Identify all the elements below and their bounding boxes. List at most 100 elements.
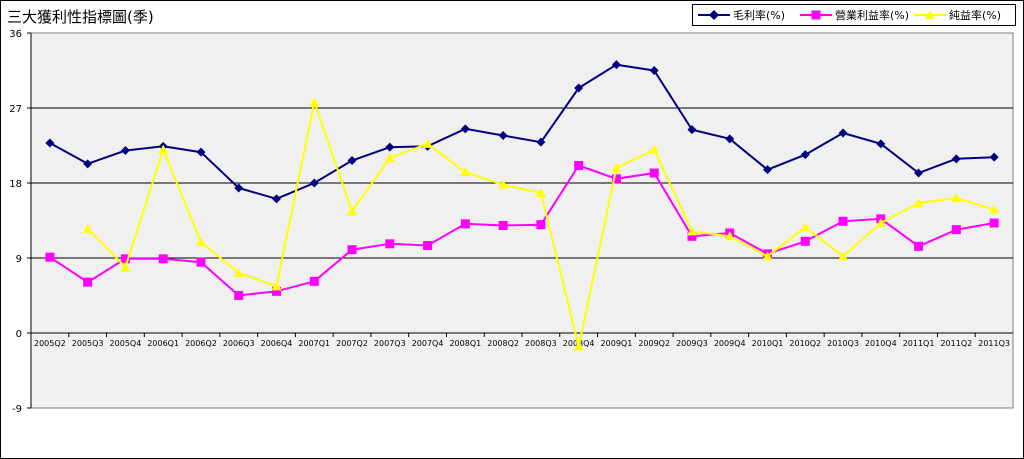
data-point-triangle	[82, 223, 93, 233]
data-point-triangle	[989, 204, 1000, 214]
y-tick-label: 18	[9, 179, 22, 190]
x-tick-label: 2005Q2	[34, 339, 66, 348]
data-point-triangle	[422, 138, 433, 148]
data-point-diamond	[234, 183, 244, 193]
x-tick-label: 2009Q2	[638, 339, 670, 348]
data-point-diamond	[574, 83, 584, 93]
series-line-2	[49, 164, 995, 297]
legend-item-gross-margin: 毛利率(%)	[697, 5, 785, 25]
y-tick-label: 36	[9, 29, 22, 40]
data-point-diamond	[763, 165, 772, 175]
data-point-square	[423, 241, 433, 250]
y-tick-label: -9	[12, 404, 22, 415]
data-point-triangle	[120, 262, 131, 272]
data-point-diamond	[800, 150, 810, 160]
x-tick-label: 2011Q2	[940, 339, 972, 348]
x-tick-label: 2007Q1	[298, 339, 330, 348]
x-tick-label: 2006Q3	[223, 339, 255, 348]
data-point-square	[536, 220, 546, 230]
data-point-square	[687, 231, 697, 241]
x-tick-label: 2005Q4	[110, 339, 142, 348]
data-point-diamond	[120, 146, 130, 155]
legend-item-net-margin: 純益率(%)	[913, 5, 1001, 25]
data-point-square	[158, 254, 168, 264]
data-point-triangle	[686, 226, 697, 236]
data-point-triangle	[498, 179, 509, 189]
data-point-diamond	[385, 142, 395, 152]
data-point-triangle	[913, 198, 924, 207]
data-point-diamond	[989, 152, 999, 162]
data-point-square	[914, 241, 924, 251]
legend-item-operating-margin: 營業利益率(%)	[799, 5, 909, 25]
x-tick-label: 2006Q4	[261, 339, 293, 348]
x-tick-label: 2009Q1	[601, 339, 633, 348]
data-point-triangle	[800, 222, 811, 232]
data-point-diamond	[611, 60, 621, 70]
data-point-square	[951, 225, 961, 235]
legend-swatch-square	[800, 10, 832, 20]
data-point-diamond	[309, 178, 319, 188]
data-point-square	[234, 291, 244, 300]
x-tick-label: 2011Q1	[903, 339, 935, 348]
data-point-square	[611, 174, 621, 184]
data-point-diamond	[498, 131, 508, 140]
data-point-diamond	[83, 159, 93, 169]
data-point-triangle	[611, 163, 622, 172]
data-point-triangle	[384, 153, 395, 162]
y-tick-label: 9	[16, 254, 22, 265]
data-point-square	[45, 252, 55, 262]
data-point-triangle	[195, 237, 206, 247]
x-tick-label: 2005Q3	[72, 339, 104, 348]
data-point-diamond	[347, 156, 357, 165]
data-point-triangle	[951, 193, 962, 202]
data-point-triangle	[158, 144, 169, 154]
legend-swatch-triangle	[914, 10, 946, 19]
x-tick-label: 2007Q3	[374, 339, 406, 348]
data-point-square	[120, 254, 130, 264]
x-tick-label: 2011Q3	[978, 339, 1010, 348]
data-point-square	[83, 277, 93, 287]
x-tick-label: 2006Q2	[185, 339, 217, 348]
data-point-triangle	[535, 188, 546, 197]
data-point-square	[498, 221, 508, 230]
data-point-diamond	[951, 154, 961, 164]
data-point-diamond	[536, 137, 546, 147]
data-point-square	[574, 161, 584, 170]
data-point-diamond	[687, 125, 697, 135]
series-line-1	[49, 63, 995, 200]
data-point-square	[460, 219, 470, 229]
x-tick-label: 2007Q2	[336, 339, 368, 348]
x-tick-label: 2008Q2	[487, 339, 519, 348]
legend: 毛利率(%) 營業利益率(%) 純益率(%)	[692, 4, 1016, 26]
x-tick-label: 2010Q4	[865, 339, 897, 348]
data-point-triangle	[762, 251, 773, 261]
data-point-square	[347, 245, 357, 255]
data-point-diamond	[460, 124, 470, 134]
x-tick-label: 2006Q1	[147, 339, 179, 348]
data-point-triangle	[875, 218, 886, 227]
x-tick-label: 2007Q4	[412, 339, 444, 348]
data-point-triangle	[271, 281, 282, 291]
x-tick-label: 2009Q4	[714, 339, 746, 348]
chart-title: 三大獲利性指標圖(季)	[7, 8, 154, 26]
data-point-triangle	[233, 268, 244, 277]
data-point-square	[196, 257, 206, 267]
data-point-triangle	[347, 206, 358, 216]
y-tick-label: 27	[9, 104, 22, 115]
legend-swatch-diamond	[698, 10, 730, 20]
x-tick-label: 2009Q3	[676, 339, 708, 348]
data-point-diamond	[45, 138, 55, 148]
data-point-diamond	[914, 168, 924, 178]
x-tick-label: 2010Q1	[752, 339, 784, 348]
x-tick-label: 2010Q3	[827, 339, 859, 348]
data-point-square	[838, 216, 848, 226]
data-point-diamond	[876, 139, 886, 149]
legend-label-gross-margin: 毛利率(%)	[733, 9, 786, 22]
data-point-diamond	[196, 147, 206, 157]
legend-label-net-margin: 純益率(%)	[949, 9, 1002, 22]
data-point-diamond	[649, 66, 659, 75]
data-point-triangle	[838, 251, 849, 261]
y-tick-label: 0	[16, 329, 22, 340]
data-point-triangle	[309, 97, 320, 107]
